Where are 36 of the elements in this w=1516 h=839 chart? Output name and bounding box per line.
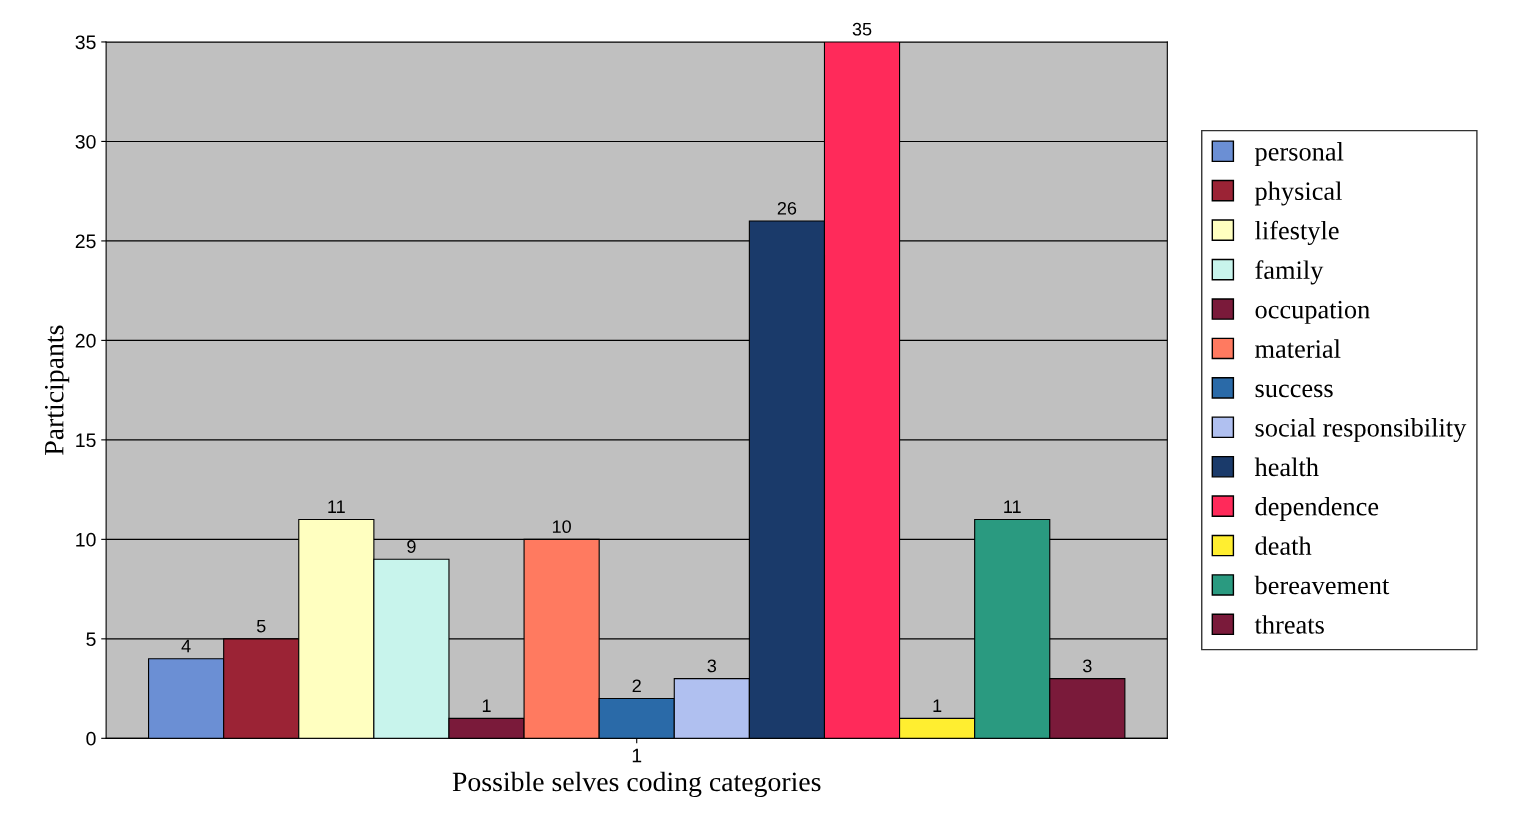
legend-label: material [1255, 339, 1341, 358]
data-label: 5 [256, 619, 266, 633]
data-label: 35 [852, 22, 872, 36]
legend-label: success [1255, 384, 1333, 398]
data-label: 2 [632, 679, 641, 692]
y-tick-label: 30 [75, 134, 96, 149]
y-axis-title: Participants [44, 325, 70, 455]
legend-label: physical [1254, 181, 1342, 206]
data-label: 3 [707, 659, 717, 673]
data-label: 11 [328, 500, 345, 513]
legend-label: health [1254, 457, 1319, 477]
data-label: 11 [1004, 500, 1021, 513]
data-label: 1 [482, 699, 491, 712]
y-tick-label: 5 [86, 632, 96, 647]
legend-label: occupation [1255, 300, 1370, 324]
data-label: 9 [407, 540, 416, 553]
y-tick-label: 20 [75, 333, 96, 348]
data-label: 3 [1082, 659, 1092, 673]
y-tick-label: 35 [75, 35, 96, 50]
legend-label: lifestyle [1255, 220, 1339, 245]
legend-label: threats [1254, 615, 1324, 634]
legend-label: family [1255, 260, 1324, 285]
legend-label: death [1255, 536, 1312, 555]
legend-label: social responsibility [1255, 418, 1467, 443]
data-label: 4 [181, 639, 191, 653]
legend-label: dependence [1255, 496, 1379, 521]
legend-label: personal [1254, 142, 1344, 167]
data-label: 10 [552, 520, 571, 534]
data-label: 1 [933, 699, 942, 712]
y-tick-label: 15 [76, 433, 96, 448]
legend-label: bereavement [1254, 575, 1390, 595]
y-tick-label: 10 [76, 532, 96, 547]
x-axis-title: Possible selves coding categories [452, 771, 821, 797]
y-tick-label: 25 [75, 234, 96, 249]
data-label: 26 [777, 201, 797, 215]
y-tick-label: 0 [86, 731, 96, 746]
